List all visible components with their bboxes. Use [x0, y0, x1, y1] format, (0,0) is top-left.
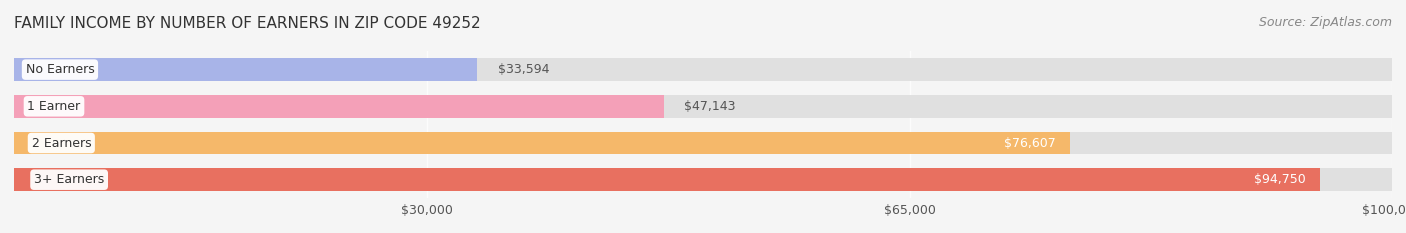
Text: 1 Earner: 1 Earner: [28, 100, 80, 113]
Text: 2 Earners: 2 Earners: [31, 137, 91, 150]
Bar: [14, 168, 1320, 191]
Bar: [14, 132, 1392, 154]
Text: $94,750: $94,750: [1254, 173, 1306, 186]
Bar: [14, 95, 664, 118]
Bar: [14, 132, 1070, 154]
Text: Source: ZipAtlas.com: Source: ZipAtlas.com: [1258, 16, 1392, 29]
Bar: [14, 58, 477, 81]
Text: $76,607: $76,607: [1004, 137, 1056, 150]
Text: 3+ Earners: 3+ Earners: [34, 173, 104, 186]
Bar: [14, 168, 1392, 191]
Text: FAMILY INCOME BY NUMBER OF EARNERS IN ZIP CODE 49252: FAMILY INCOME BY NUMBER OF EARNERS IN ZI…: [14, 16, 481, 31]
Text: No Earners: No Earners: [25, 63, 94, 76]
Bar: [14, 58, 1392, 81]
Text: $33,594: $33,594: [498, 63, 550, 76]
Text: $47,143: $47,143: [685, 100, 735, 113]
Bar: [14, 95, 1392, 118]
